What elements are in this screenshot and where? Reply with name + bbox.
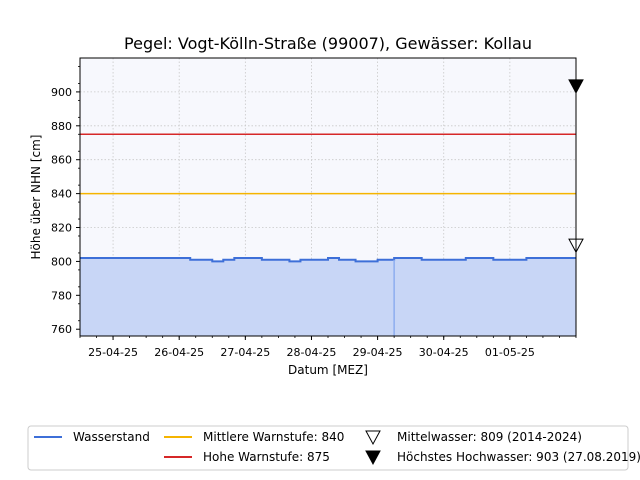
- y-tick-label: 860: [51, 154, 72, 167]
- water-level-fill: [80, 258, 576, 336]
- x-tick-label: 01-05-25: [485, 346, 535, 359]
- y-tick-label: 760: [51, 323, 72, 336]
- legend-label-wasserstand: Wasserstand: [73, 430, 150, 444]
- x-tick-label: 26-04-25: [154, 346, 204, 359]
- y-tick-label: 780: [51, 289, 72, 302]
- legend-label-mittlere-warnstufe: Mittlere Warnstufe: 840: [203, 430, 344, 444]
- x-tick-label: 30-04-25: [419, 346, 469, 359]
- legend-filled-triangle-icon: [365, 450, 381, 466]
- water-level-line: [80, 257, 576, 263]
- x-tick-label: 25-04-25: [88, 346, 138, 359]
- y-tick-label: 820: [51, 222, 72, 235]
- x-axis: 25-04-25 26-04-25 27-04-25 28-04-25 29-04-25…: [79, 336, 577, 359]
- y-tick-label: 900: [51, 86, 72, 99]
- y-tick-label: 800: [51, 255, 72, 268]
- x-tick-label: 28-04-25: [286, 346, 336, 359]
- reference-lines: [80, 133, 576, 195]
- x-axis-label: Datum [MEZ]: [288, 363, 368, 377]
- y-axis: 760 780 800 820 840 860 880 900: [51, 66, 80, 336]
- legend-label-mittelwasser: Mittelwasser: 809 (2014-2024): [397, 430, 582, 444]
- legend-label-hohe-warnstufe: Hohe Warnstufe: 875: [203, 450, 330, 464]
- x-tick-label: 29-04-25: [353, 346, 403, 359]
- legend-label-hoechstes-hochwasser: Höchstes Hochwasser: 903 (27.08.2019): [397, 450, 640, 464]
- legend: Wasserstand Mittlere Warnstufe: 840 Hohe…: [27, 425, 640, 471]
- y-axis-label: Höhe über NHN [cm]: [29, 135, 43, 260]
- y-tick-label: 840: [51, 188, 72, 201]
- chart-title: Pegel: Vogt-Kölln-Straße (99007), Gewäss…: [124, 34, 532, 53]
- y-tick-label: 880: [51, 120, 72, 133]
- legend-open-triangle-icon: [365, 430, 381, 446]
- water-level-area: [80, 257, 576, 336]
- x-tick-label: 27-04-25: [220, 346, 270, 359]
